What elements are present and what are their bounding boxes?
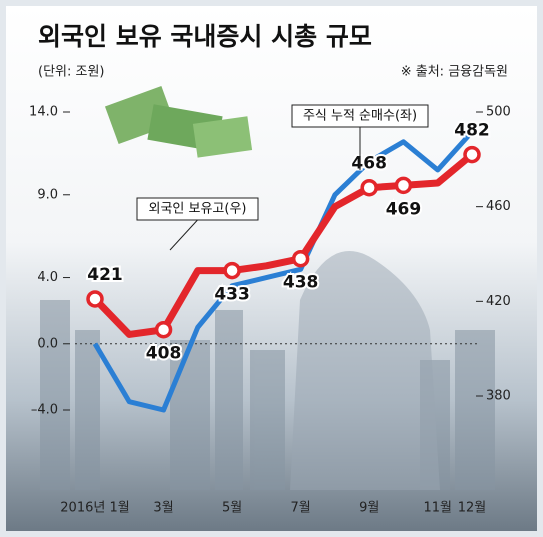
data-label: 408: [146, 344, 182, 364]
y-tick-label: –4.0: [31, 403, 58, 418]
marker: [157, 323, 171, 337]
x-tick-label: 2016년 1월: [60, 501, 129, 516]
y-tick-label: 9.0: [37, 187, 58, 202]
marker: [225, 264, 239, 278]
data-label: 421: [87, 265, 123, 285]
marker: [88, 292, 102, 306]
data-label: 433: [214, 285, 250, 305]
marker: [362, 181, 376, 195]
x-tick-label: 5월: [222, 501, 242, 516]
y-tick-label: 14.0: [29, 105, 58, 120]
marker: [396, 178, 410, 192]
x-tick-label: 11월: [423, 501, 452, 516]
subtitle: (단위: 조원): [38, 65, 105, 80]
y-tick-label: 0.0: [37, 336, 58, 351]
data-label: 468: [351, 154, 387, 174]
y-tick-label: 4.0: [37, 270, 58, 285]
chart: 외국인 보유 국내증시 시총 규모 (단위: 조원) ※ 출처: 금융감독원 1…: [0, 0, 543, 537]
data-label: 438: [283, 273, 319, 293]
y2-tick-label: 380: [486, 389, 511, 404]
marker: [465, 148, 479, 162]
x-tick-label: 7월: [291, 501, 311, 516]
x-tick-label: 9월: [359, 501, 379, 516]
marker: [294, 252, 308, 266]
source: ※ 출처: 금융감독원: [401, 65, 508, 80]
x-tick-label: 3월: [153, 501, 173, 516]
y2-tick-label: 460: [486, 199, 511, 214]
data-label: 482: [454, 121, 490, 141]
legend-label: 외국인 보유고(우): [149, 202, 247, 217]
y2-tick-label: 500: [486, 105, 511, 120]
y2-tick-label: 420: [486, 294, 511, 309]
chart-title: 외국인 보유 국내증시 시총 규모: [38, 22, 372, 51]
data-label: 469: [386, 199, 422, 219]
legend-label: 주식 누적 순매수(좌): [303, 109, 417, 124]
x-tick-label: 12월: [458, 501, 487, 516]
